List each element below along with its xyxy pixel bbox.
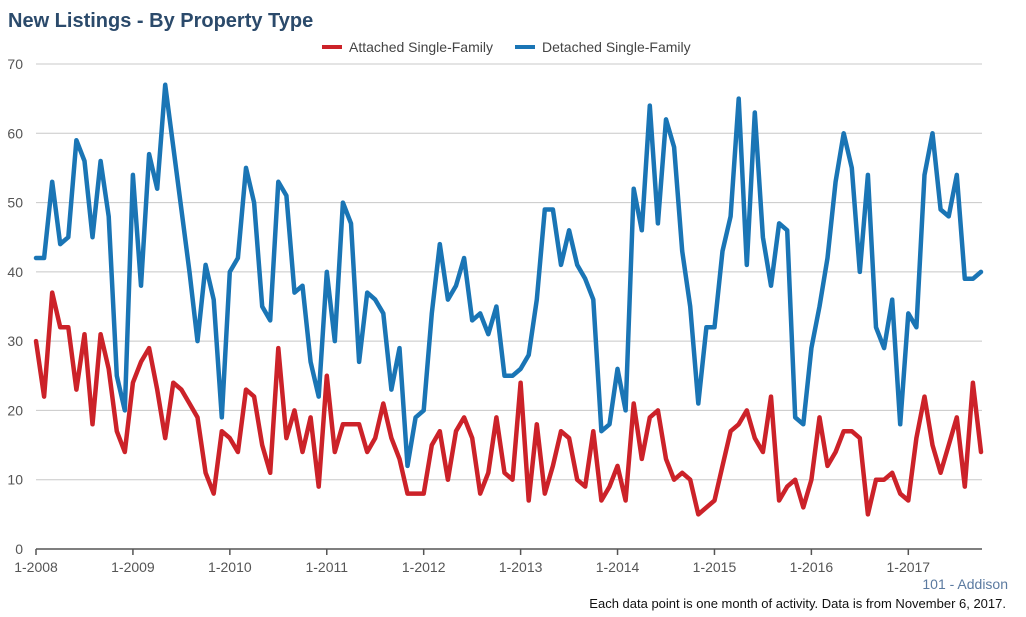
chart-title: New Listings - By Property Type xyxy=(8,10,314,32)
series-lines xyxy=(33,82,984,517)
series-line xyxy=(33,82,984,469)
y-tick-label: 40 xyxy=(7,264,23,280)
y-tick-label: 0 xyxy=(15,541,23,557)
y-tick-label: 50 xyxy=(7,195,23,211)
y-tick-label: 20 xyxy=(7,402,23,418)
x-tick-label: 1-2013 xyxy=(499,559,543,575)
x-axis: 1-2008 1-2009 1-2010 1-2011 1-2012 1-2013 1-20… xyxy=(14,548,982,575)
y-tick-label: 70 xyxy=(7,56,23,72)
legend: Attached Single-Family Detached Single-Fa… xyxy=(322,39,691,55)
y-tick-label: 10 xyxy=(7,472,23,488)
grid-lines xyxy=(36,63,982,481)
region-label: 101 - Addison xyxy=(922,576,1008,592)
x-tick-label: 1-2010 xyxy=(208,559,252,575)
legend-label: Detached Single-Family xyxy=(542,39,691,55)
x-tick-label: 1-2012 xyxy=(402,559,446,575)
legend-label: Attached Single-Family xyxy=(349,39,493,55)
x-tick-label: 1-2014 xyxy=(596,559,640,575)
x-tick-label: 1-2017 xyxy=(887,559,931,575)
x-tick-label: 1-2009 xyxy=(111,559,155,575)
x-tick-label: 1-2016 xyxy=(790,559,834,575)
x-tick-label: 1-2015 xyxy=(693,559,737,575)
x-tick-label: 1-2011 xyxy=(305,559,348,575)
y-axis-ticks: 0 10 20 30 40 50 60 70 xyxy=(7,56,23,557)
x-tick-label: 1-2008 xyxy=(14,559,58,575)
series-line xyxy=(33,290,984,517)
footnote: Each data point is one month of activity… xyxy=(589,596,1006,611)
y-tick-label: 30 xyxy=(7,333,23,349)
y-tick-label: 60 xyxy=(7,125,23,141)
